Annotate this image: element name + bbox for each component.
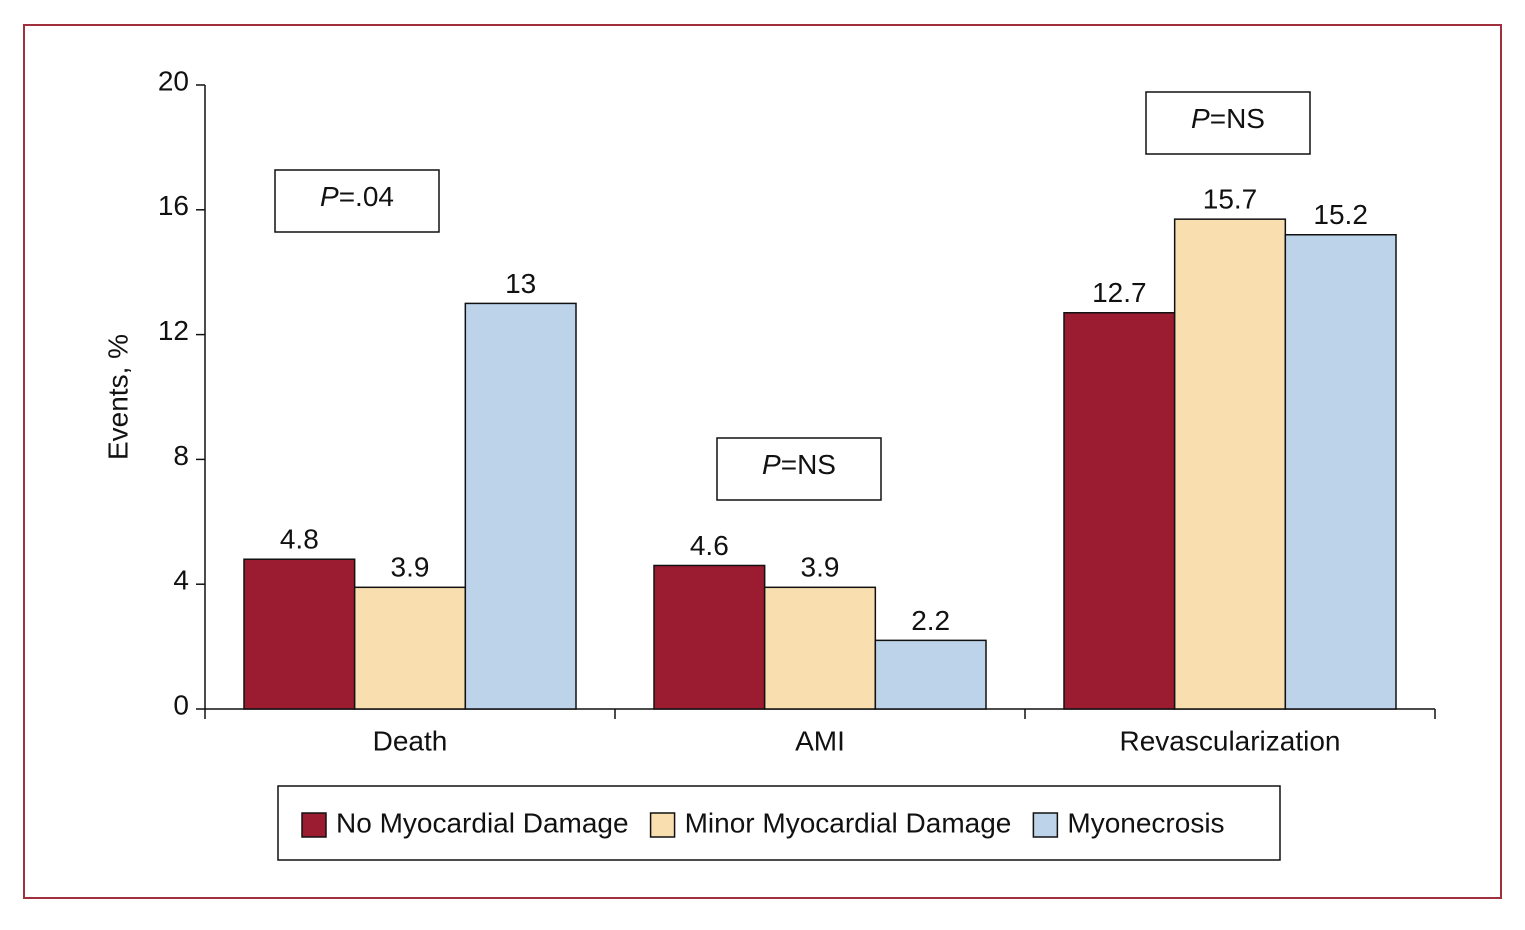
bar [1063, 312, 1176, 710]
value-label: 4.6 [690, 530, 729, 561]
legend-label: No Myocardial Damage [336, 807, 629, 838]
y-tick-label: 16 [158, 190, 189, 221]
y-tick-label: 12 [158, 315, 189, 346]
y-tick-label: 20 [158, 65, 189, 96]
annotation-box [716, 437, 882, 501]
legend-swatch [301, 812, 327, 838]
frame [23, 24, 1502, 899]
bar [353, 586, 467, 710]
y-axis-label: Events, % [102, 334, 133, 460]
value-label: 13 [505, 268, 536, 299]
bar [1173, 218, 1287, 710]
y-tick-label: 0 [173, 689, 189, 720]
x-tick-label: AMI [795, 725, 845, 756]
y-tick-label: 8 [173, 440, 189, 471]
x-tick-label: Death [373, 725, 448, 756]
annotation-box [274, 169, 440, 233]
x-tick-label: Revascularization [1120, 725, 1341, 756]
legend-label: Myonecrosis [1067, 807, 1224, 838]
y-tick-label: 4 [173, 565, 189, 596]
legend-swatch [649, 812, 676, 838]
bar [653, 564, 766, 710]
bar [1284, 234, 1397, 710]
annotation: P=.04 [320, 181, 394, 212]
legend-label: Minor Myocardial Damage [685, 807, 1012, 838]
bar [243, 558, 356, 710]
annotation-box [1145, 91, 1311, 155]
legend-box [277, 785, 1281, 861]
value-label: 15.2 [1313, 199, 1368, 230]
legend-swatch [1032, 812, 1059, 838]
annotation: P=NS [1191, 103, 1265, 134]
value-label: 3.9 [801, 552, 840, 583]
value-label: 2.2 [911, 605, 950, 636]
bar [874, 639, 987, 710]
value-label: 4.8 [280, 524, 319, 555]
annotation: P=NS [762, 449, 836, 480]
bar [763, 586, 877, 710]
value-label: 3.9 [391, 552, 430, 583]
value-label: 15.7 [1203, 184, 1258, 215]
bar [464, 302, 577, 710]
value-label: 12.7 [1092, 277, 1147, 308]
